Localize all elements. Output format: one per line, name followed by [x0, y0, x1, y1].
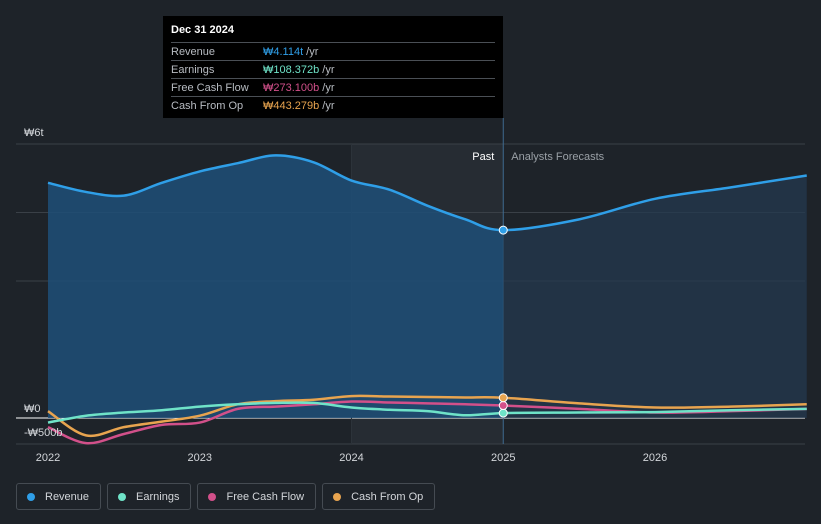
series-line-cash-from-op	[47, 394, 807, 438]
marker-earnings	[498, 408, 508, 418]
y-tick-label: ₩0	[24, 403, 41, 415]
x-tick-label: 2025	[491, 452, 515, 464]
series-line-earnings	[47, 401, 807, 424]
legend-item-earnings[interactable]: Earnings	[107, 483, 192, 510]
tooltip-date: Dec 31 2024	[171, 24, 234, 36]
y-tick-label: -₩500b	[24, 427, 63, 439]
legend-item-revenue[interactable]: Revenue	[16, 483, 102, 510]
tooltip-row-value: ₩108.372b	[263, 63, 320, 76]
tooltip-row-value: ₩273.100b	[263, 81, 320, 94]
chart-legend: Revenue Earnings Free Cash Flow Cash From O…	[16, 483, 436, 510]
marker-free-cash-flow	[498, 401, 508, 411]
x-tick-label: 2026	[643, 452, 667, 464]
revenue-area-forecast	[503, 175, 807, 418]
legend-label: Earnings	[136, 490, 180, 503]
legend-item-cash-from-op[interactable]: Cash From Op	[322, 483, 436, 510]
series-line-revenue	[47, 154, 807, 232]
revenue-area-past	[48, 155, 504, 418]
marker-revenue	[498, 225, 508, 235]
tooltip-row-label: Revenue	[171, 45, 216, 58]
hover-tooltip: Dec 31 2024 Revenue ₩4.114t/yr Earnings ₩10…	[163, 16, 503, 118]
tooltip-row-value: ₩443.279b	[263, 99, 320, 112]
x-tick-label: 2024	[339, 452, 363, 464]
tooltip-row-unit: /yr	[322, 99, 335, 112]
series-lines	[47, 154, 807, 445]
tooltip-row-label: Earnings	[171, 63, 215, 76]
tooltip-row: Free Cash Flow ₩273.100b/yr	[171, 78, 495, 96]
tooltip-row: Cash From Op ₩443.279b/yr	[171, 96, 495, 114]
legend-label: Revenue	[45, 490, 90, 503]
series-line-free-cash-flow	[47, 400, 807, 445]
y-tick-label: ₩6t	[24, 127, 44, 139]
x-tick-label: 2022	[36, 452, 60, 464]
tooltip-row-unit: /yr	[322, 81, 335, 94]
legend-label: Cash From Op	[351, 490, 424, 503]
tooltip-row: Revenue ₩4.114t/yr	[171, 42, 495, 60]
tooltip-row-unit: /yr	[306, 45, 319, 58]
legend-label: Free Cash Flow	[226, 490, 305, 503]
legend-item-free-cash-flow[interactable]: Free Cash Flow	[197, 483, 317, 510]
tooltip-row: Earnings ₩108.372b/yr	[171, 60, 495, 78]
past-label: Past	[472, 151, 494, 163]
forecast-label: Analysts Forecasts	[511, 151, 604, 163]
tooltip-row-label: Cash From Op	[171, 99, 244, 112]
tooltip-row-label: Free Cash Flow	[171, 81, 249, 94]
tooltip-row-unit: /yr	[322, 63, 335, 76]
legend-dot-icon	[208, 492, 217, 501]
legend-dot-icon	[27, 492, 35, 501]
x-tick-label: 2023	[188, 452, 212, 464]
hover-markers	[498, 225, 508, 418]
tooltip-row-value: ₩4.114t	[263, 45, 304, 58]
legend-dot-icon	[118, 492, 127, 501]
legend-dot-icon	[333, 492, 342, 501]
marker-cash-from-op	[498, 393, 508, 403]
